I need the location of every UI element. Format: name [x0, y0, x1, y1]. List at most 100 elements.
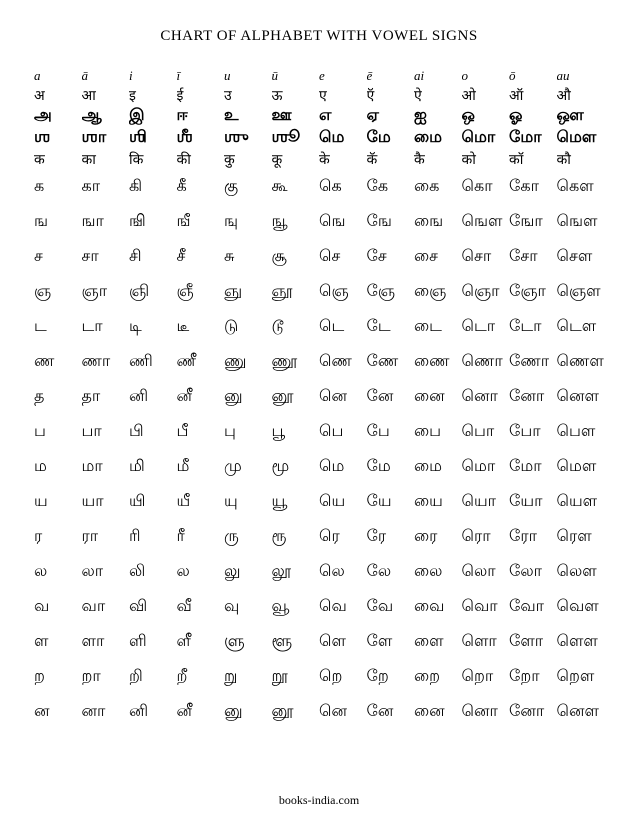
devanagari-cell: ओ [462, 85, 510, 105]
tamil-cell: யௌ [557, 484, 605, 519]
tamil-cell: சை [414, 239, 462, 274]
tamil-cell: யோ [509, 484, 557, 519]
tamil-cell: கி [129, 169, 177, 204]
tamil-cell: ச [34, 239, 82, 274]
tamil-vowel2-cell: மௌ [557, 127, 605, 149]
tamil-cell: றௌ [557, 659, 605, 694]
tamil-cell: ணி [129, 344, 177, 379]
tamil-cell: டு [224, 309, 272, 344]
tamil-cell: ளா [82, 624, 130, 659]
tamil-cell: டே [367, 309, 415, 344]
devanagari2-cell: की [177, 149, 225, 169]
tamil-cell: ளெ [319, 624, 367, 659]
tamil-cell: கெ [319, 169, 367, 204]
tamil-cell: ண [34, 344, 82, 379]
tamil-cell: ப [34, 414, 82, 449]
devanagari-cell: औ [557, 85, 605, 105]
tamil-cell: ஞே [367, 274, 415, 309]
tamil-cell: யூ [272, 484, 320, 519]
tamil-cell: வ [34, 589, 82, 624]
tamil-cell: பெ [319, 414, 367, 449]
tamil-vowel2-cell: ஶி [129, 127, 177, 149]
tamil-cell: வெ [319, 589, 367, 624]
devanagari-cell: ए [319, 85, 367, 105]
latin-cell: o [462, 67, 510, 85]
tamil-cell: டூ [272, 309, 320, 344]
tamil-cell: பை [414, 414, 462, 449]
tamil-cell: னு [224, 379, 272, 414]
tamil-cell: கூ [272, 169, 320, 204]
tamil-cell: ல [34, 554, 82, 589]
tamil-cell: யு [224, 484, 272, 519]
tamil-cell: ரை [414, 519, 462, 554]
tamil-cell: ன [34, 694, 82, 729]
devanagari-cell: ई [177, 85, 225, 105]
latin-cell: ai [414, 67, 462, 85]
devanagari2-cell: कू [272, 149, 320, 169]
tamil-cell: றொ [462, 659, 510, 694]
tamil-cell: த [34, 379, 82, 414]
tamil-cell: னூ [272, 379, 320, 414]
tamil-cell: ரௌ [557, 519, 605, 554]
tamil-cell: ளௌ [557, 624, 605, 659]
tamil-cell: ஙை [414, 204, 462, 239]
tamil-cell: றெ [319, 659, 367, 694]
tamil-cell: றா [82, 659, 130, 694]
tamil-cell: ளு [224, 624, 272, 659]
tamil-cell: மா [82, 449, 130, 484]
tamil-cell: ணெ [319, 344, 367, 379]
tamil-cell: ஙௌ [462, 204, 510, 239]
devanagari-cell: ऐ [414, 85, 462, 105]
devanagari-cell: अ [34, 85, 82, 105]
tamil-cell: லௌ [557, 554, 605, 589]
tamil-cell: பொ [462, 414, 510, 449]
tamil-cell: ரொ [462, 519, 510, 554]
latin-cell: ū [272, 67, 320, 85]
tamil-cell: னொ [462, 379, 510, 414]
tamil-cell: றோ [509, 659, 557, 694]
tamil-cell: யி [129, 484, 177, 519]
tamil-cell: லி [129, 554, 177, 589]
tamil-cell: தா [82, 379, 130, 414]
tamil-cell: கொ [462, 169, 510, 204]
tamil-cell: லு [224, 554, 272, 589]
tamil-cell: ஞா [82, 274, 130, 309]
tamil-cell: மூ [272, 449, 320, 484]
tamil-cell: ரெ [319, 519, 367, 554]
latin-cell: e [319, 67, 367, 85]
tamil-cell: ரி [129, 519, 177, 554]
tamil-cell: னூ [272, 694, 320, 729]
latin-cell: i [129, 67, 177, 85]
tamil-vowel-cell: ஔ [557, 105, 605, 127]
tamil-cell: ஞௌ [557, 274, 605, 309]
tamil-cell: லொ [462, 554, 510, 589]
tamil-cell: ஞி [129, 274, 177, 309]
tamil-cell: போ [509, 414, 557, 449]
tamil-cell: டை [414, 309, 462, 344]
tamil-cell: ளோ [509, 624, 557, 659]
tamil-cell: டொ [462, 309, 510, 344]
tamil-cell: கௌ [557, 169, 605, 204]
tamil-cell: றை [414, 659, 462, 694]
tamil-cell: னை [414, 694, 462, 729]
tamil-cell: ஞு [224, 274, 272, 309]
tamil-vowel-cell: ஒ [462, 105, 510, 127]
tamil-cell: யை [414, 484, 462, 519]
tamil-cell: ணூ [272, 344, 320, 379]
tamil-cell: சி [129, 239, 177, 274]
latin-cell: ā [82, 67, 130, 85]
tamil-cell: சே [367, 239, 415, 274]
tamil-vowel2-cell: ஶூ [272, 127, 320, 149]
alphabet-table: aāiīuūeēaioōauअआइईउऊएऍऐओऑऔஅஆஇஈஉஊஎஏஐஒஓஔஶஶ… [34, 67, 604, 729]
tamil-vowel-cell: இ [129, 105, 177, 127]
tamil-vowel2-cell: மோ [509, 127, 557, 149]
tamil-cell: செ [319, 239, 367, 274]
tamil-cell: யே [367, 484, 415, 519]
tamil-cell: டீ [177, 309, 225, 344]
tamil-cell: னா [82, 694, 130, 729]
tamil-cell: னே [367, 379, 415, 414]
tamil-cell: மே [367, 449, 415, 484]
tamil-cell: றீ [177, 659, 225, 694]
tamil-cell: லோ [509, 554, 557, 589]
tamil-cell: னே [367, 694, 415, 729]
